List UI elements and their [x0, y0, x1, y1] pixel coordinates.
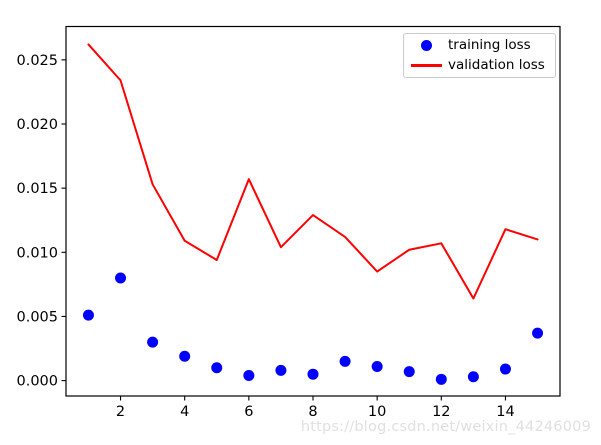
- y-tick-label: 0.020: [16, 117, 58, 133]
- x-tick-label: 4: [180, 404, 189, 420]
- y-tick-label: 0.000: [16, 374, 58, 390]
- training-loss-point: [435, 373, 447, 385]
- training-loss-point: [499, 363, 511, 375]
- legend-marker-cell: [404, 40, 448, 52]
- y-tick-label: 0.025: [16, 53, 58, 69]
- legend-label-training-loss: training loss: [448, 37, 531, 53]
- x-tick-label: 12: [432, 404, 450, 420]
- training-loss-point: [115, 272, 127, 284]
- training-loss-point: [275, 364, 287, 376]
- y-tick-label: 0.015: [16, 181, 58, 197]
- training-loss-point: [179, 350, 191, 362]
- training-loss-point: [339, 355, 351, 367]
- training-loss-point: [403, 366, 415, 378]
- training-loss-point: [467, 371, 479, 383]
- training-loss-marker-icon: [420, 40, 432, 52]
- y-tick-label: 0.010: [16, 245, 58, 261]
- y-tick-label: 0.005: [16, 309, 58, 325]
- training-loss-point: [371, 360, 383, 372]
- x-tick-label: 14: [496, 404, 514, 420]
- legend-marker-cell: [404, 64, 448, 67]
- training-loss-point: [532, 327, 544, 339]
- training-loss-point: [243, 369, 255, 381]
- legend-label-validation-loss: validation loss: [448, 56, 545, 73]
- x-tick-label: 2: [116, 404, 125, 420]
- validation-loss-line: [87, 43, 539, 300]
- training-loss-point: [307, 368, 319, 380]
- training-loss-point: [211, 362, 223, 374]
- validation-loss-marker-icon: [410, 64, 442, 67]
- x-tick-label: 10: [368, 404, 386, 420]
- training-loss-point: [82, 309, 94, 321]
- legend-item-training-loss: training loss: [404, 36, 555, 56]
- watermark: https://blog.csdn.net/weixin_44246009: [300, 419, 591, 435]
- legend: training loss validation loss: [403, 33, 556, 78]
- axes-spines: [65, 25, 561, 397]
- x-tick-label: 6: [244, 404, 253, 420]
- legend-item-validation-loss: validation loss: [404, 56, 555, 76]
- training-loss-point: [147, 336, 159, 348]
- x-tick-label: 8: [308, 404, 317, 420]
